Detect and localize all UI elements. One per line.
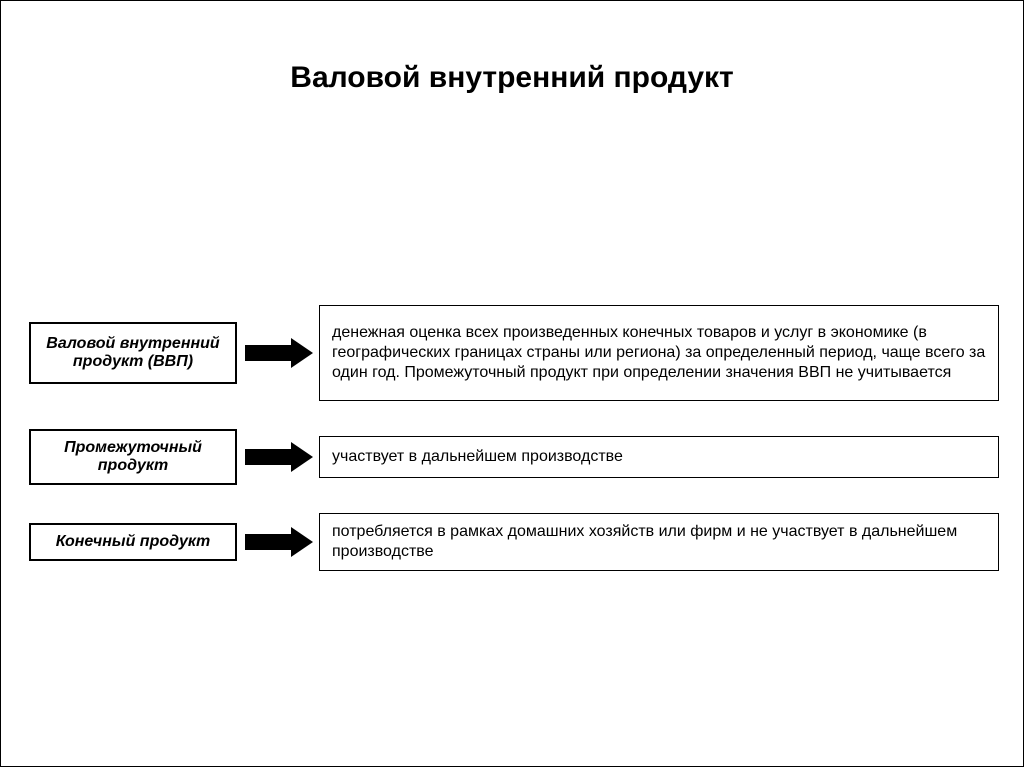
- arrow-icon: [245, 336, 313, 370]
- definition-box-final: потребляется в рамках домашних хозяйств …: [319, 513, 999, 571]
- page-title: Валовой внутренний продукт: [1, 61, 1023, 95]
- term-box-intermediate: Промежуточный продукт: [29, 429, 237, 485]
- definition-rows: Валовой внутренний продукт (ВВП) денежна…: [29, 305, 999, 599]
- definition-row: Промежуточный продукт участвует в дальне…: [29, 429, 999, 485]
- definition-box-gdp: денежная оценка всех произведенных конеч…: [319, 305, 999, 401]
- definition-box-intermediate: участвует в дальнейшем производстве: [319, 436, 999, 478]
- definition-row: Валовой внутренний продукт (ВВП) денежна…: [29, 305, 999, 401]
- arrow-icon: [245, 440, 313, 474]
- definition-row: Конечный продукт потребляется в рамках д…: [29, 513, 999, 571]
- page-container: Валовой внутренний продукт Валовой внутр…: [0, 0, 1024, 767]
- arrow-icon: [245, 525, 313, 559]
- term-box-gdp: Валовой внутренний продукт (ВВП): [29, 322, 237, 384]
- term-box-final: Конечный продукт: [29, 523, 237, 561]
